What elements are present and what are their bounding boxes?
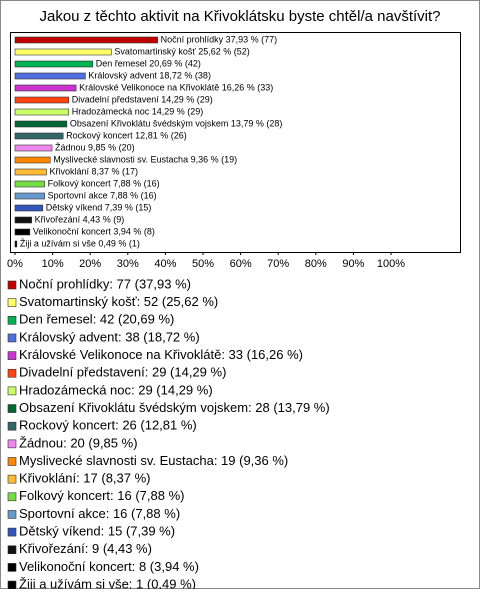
legend-swatch	[7, 457, 17, 466]
value-label: Královské Velikonoce na Křivoklátě 16,26…	[79, 82, 273, 92]
bar	[14, 36, 158, 44]
legend-label: Křivořezání: 9 (4,43 %)	[19, 541, 152, 556]
legend-label: Žiji a užívám si vše: 1 (0,49 %)	[19, 576, 196, 589]
value-label: Svatomartinský košť 25,62 % (52)	[114, 46, 249, 56]
bar	[14, 228, 31, 236]
legend-swatch	[7, 315, 17, 325]
legend-swatch	[7, 439, 17, 449]
bar	[14, 168, 47, 176]
x-tick-label: 60%	[230, 258, 252, 270]
legend-label: Myslivecké slavnosti sv. Eustacha: 19 (9…	[19, 453, 288, 468]
x-tick-label: 80%	[305, 258, 327, 270]
legend-swatch	[7, 510, 17, 519]
value-label: Obsazení Křivoklátu švédským vojskem 13,…	[70, 118, 283, 128]
value-label: Královský advent 18,72 % (38)	[88, 70, 211, 80]
value-label: Divadelní představení 14,29 % (29)	[72, 94, 213, 104]
bar	[14, 48, 112, 56]
legend-swatch	[7, 386, 17, 396]
bar	[14, 240, 18, 248]
legend-label: Královské Velikonoce na Křivoklátě: 33 (…	[19, 347, 303, 362]
bar	[14, 144, 53, 152]
legend-label: Folkový koncert: 16 (7,88 %)	[19, 488, 184, 503]
value-label: Velikonoční koncert 3,94 % (8)	[33, 226, 155, 236]
value-label: Noční prohlídky 37,93 % (77)	[161, 34, 278, 44]
value-label: Rockový koncert 12,81 % (26)	[66, 130, 187, 140]
legend-label: Svatomartinský košť: 52 (25,62 %)	[19, 294, 218, 309]
value-label: Folkový koncert 7,88 % (16)	[48, 178, 160, 188]
legend-swatch	[7, 580, 17, 590]
legend-swatch	[7, 474, 17, 484]
legend-label: Sportovní akce: 16 (7,88 %)	[19, 506, 180, 521]
x-tick-label: 90%	[342, 258, 364, 270]
x-tick-label: 30%	[117, 258, 139, 270]
legend-label: Hradozámecká noc: 29 (14,29 %)	[19, 382, 213, 397]
x-tick-label: 50%	[192, 258, 214, 270]
legend-swatch	[7, 404, 17, 413]
legend-label: Rockový koncert: 26 (12,81 %)	[19, 418, 197, 433]
legend-swatch	[7, 368, 17, 378]
x-tick-label: 20%	[79, 258, 101, 270]
bar	[14, 180, 45, 188]
legend-label: Žádnou: 20 (9,85 %)	[19, 435, 138, 450]
plot-frame	[10, 32, 461, 253]
bar	[14, 156, 51, 164]
legend-swatch	[7, 563, 17, 572]
legend-label: Obsazení Křivoklátu švédským vojskem: 28…	[19, 400, 330, 415]
bar	[14, 60, 94, 68]
legend-label: Divadelní představení: 29 (14,29 %)	[19, 365, 226, 380]
legend-label: Velikonoční koncert: 8 (3,94 %)	[19, 559, 199, 574]
legend-swatch	[7, 421, 17, 431]
legend-label: Den řemesel: 42 (20,69 %)	[19, 312, 174, 327]
legend-label: Noční prohlídky: 77 (37,93 %)	[19, 276, 191, 291]
bar	[14, 216, 32, 224]
legend-swatch	[7, 333, 17, 343]
legend-swatch	[7, 545, 17, 555]
legend-label: Křivoklání: 17 (8,37 %)	[19, 471, 151, 486]
legend-swatch	[7, 492, 17, 502]
bar	[14, 108, 70, 116]
legend-swatch	[7, 527, 17, 537]
legend-swatch	[7, 351, 17, 360]
bar	[14, 84, 77, 92]
value-label: Křivoklání 8,37 % (17)	[49, 166, 138, 176]
value-label: Hradozámecká noc 14,29 % (29)	[72, 106, 204, 116]
chart-title: Jakou z těchto aktivit na Křivoklátsku b…	[39, 8, 440, 25]
x-tick-label: 0%	[7, 258, 23, 270]
bar	[14, 96, 70, 104]
bar	[14, 192, 45, 200]
value-label: Sportovní akce 7,88 % (16)	[48, 190, 157, 200]
x-tick-label: 10%	[42, 258, 64, 270]
legend-swatch	[7, 298, 17, 307]
value-label: Křivořezání 4,43 % (9)	[35, 214, 125, 224]
value-label: Žádnou 9,85 % (20)	[55, 142, 135, 152]
value-label: Dětský víkend 7,39 % (15)	[46, 202, 152, 212]
legend-label: Královský advent: 38 (18,72 %)	[19, 329, 200, 344]
bar	[14, 204, 44, 212]
bar	[14, 72, 86, 80]
value-label: Žiji a užívám si vše 0,49 % (1)	[20, 238, 140, 248]
bar	[14, 132, 64, 140]
bar	[14, 120, 68, 128]
x-tick-label: 100%	[377, 258, 405, 270]
value-label: Myslivecké slavnosti sv. Eustacha 9,36 %…	[53, 154, 237, 164]
value-label: Den řemesel 20,69 % (42)	[96, 58, 201, 68]
x-tick-label: 70%	[267, 258, 289, 270]
x-tick-label: 40%	[154, 258, 176, 270]
legend-swatch	[7, 280, 17, 290]
legend-label: Dětský víkend: 15 (7,39 %)	[19, 524, 175, 539]
